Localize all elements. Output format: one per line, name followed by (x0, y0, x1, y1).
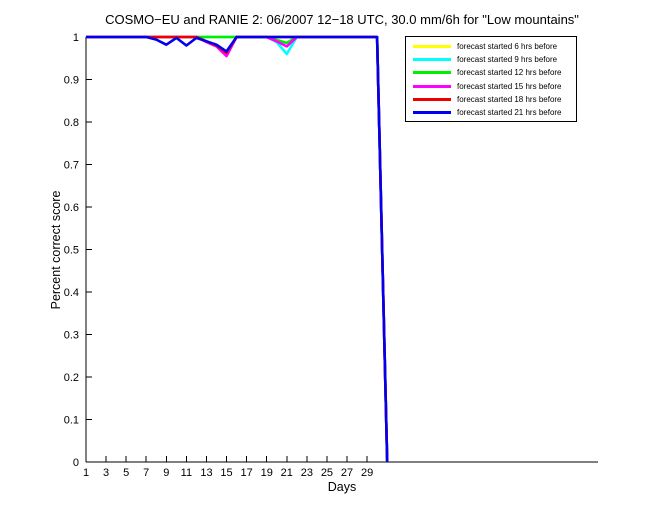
x-tick-label: 3 (103, 467, 109, 479)
series-line (86, 35, 389, 463)
x-tick-label: 5 (123, 467, 129, 479)
x-tick-label: 21 (281, 467, 293, 479)
y-tick-label: 0.3 (64, 330, 79, 342)
x-tick-label: 23 (301, 467, 313, 479)
legend-label: forecast started 18 hrs before (457, 94, 562, 104)
y-tick-label: 0.6 (64, 202, 79, 214)
x-tick-label: 1 (83, 467, 89, 479)
legend-line-swatch (413, 71, 451, 75)
x-tick-label: 13 (200, 467, 212, 479)
legend-item: forecast started 15 hrs before (406, 80, 576, 93)
series-line (86, 35, 389, 463)
legend-line-swatch (413, 45, 451, 49)
y-tick-label: 0.9 (64, 75, 79, 87)
legend-item: forecast started 6 hrs before (406, 40, 576, 53)
x-tick-label: 11 (181, 467, 192, 479)
legend: forecast started 6 hrs before forecast st… (405, 36, 577, 122)
y-tick-label: 1 (73, 32, 79, 44)
legend-label: forecast started 12 hrs before (457, 68, 562, 78)
x-tick-label: 15 (220, 467, 232, 479)
legend-line-swatch (413, 58, 451, 62)
x-tick-label: 7 (143, 467, 149, 479)
x-tick-label: 27 (341, 467, 353, 479)
x-axis-label: Days (327, 480, 357, 494)
x-tick-label: 25 (321, 467, 333, 479)
x-tick-label: 9 (163, 467, 169, 479)
y-tick-label: 0.2 (64, 372, 79, 384)
y-tick-label: 0.4 (64, 287, 79, 299)
legend-item: forecast started 18 hrs before (406, 93, 576, 106)
legend-item: forecast started 12 hrs before (406, 66, 576, 79)
legend-item: forecast started 21 hrs before (406, 106, 576, 119)
y-tick-label: 0.5 (64, 245, 79, 257)
series-line (86, 35, 389, 463)
x-tick-label: 29 (361, 467, 373, 479)
chart-title: COSMO−EU and RANIE 2: 06/2007 12−18 UTC,… (105, 12, 579, 27)
legend-item: forecast started 9 hrs before (406, 53, 576, 66)
series-line (86, 35, 389, 463)
y-tick-label: 0 (73, 457, 79, 469)
legend-label: forecast started 6 hrs before (457, 42, 558, 52)
legend-line-swatch (413, 84, 451, 88)
legend-label: forecast started 21 hrs before (457, 108, 562, 118)
y-tick-label: 0.1 (64, 415, 79, 427)
series-line (86, 35, 389, 463)
y-tick-label: 0.8 (64, 117, 79, 129)
legend-label: forecast started 9 hrs before (457, 55, 558, 65)
series-line (86, 35, 389, 463)
legend-label: forecast started 15 hrs before (457, 81, 562, 91)
legend-line-swatch (413, 97, 451, 101)
x-tick-label: 17 (241, 467, 253, 479)
x-tick-label: 19 (261, 467, 273, 479)
y-tick-label: 0.7 (64, 160, 79, 172)
legend-line-swatch (413, 111, 451, 115)
